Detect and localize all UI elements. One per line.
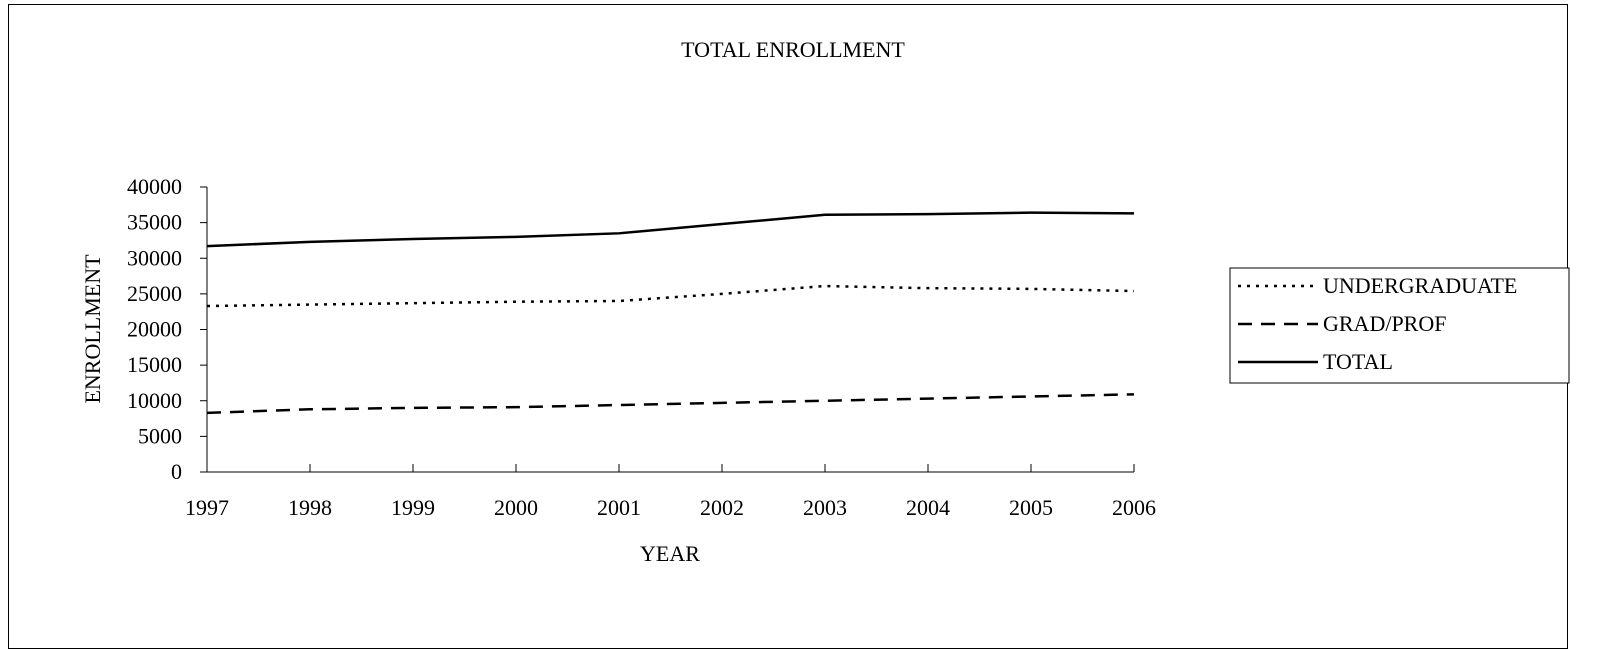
x-tick-label: 2002	[700, 495, 744, 520]
x-tick-label: 2001	[597, 495, 641, 520]
series-layer	[206, 211, 1135, 415]
x-tick-label: 1999	[391, 495, 435, 520]
x-tick-label: 1997	[185, 495, 229, 520]
legend-label: TOTAL	[1323, 349, 1393, 374]
y-tick-label: 15000	[127, 352, 182, 377]
y-tick-label: 40000	[127, 174, 182, 199]
y-tick-label: 0	[171, 459, 182, 484]
x-tick-label: 2003	[803, 495, 847, 520]
y-tick-label: 30000	[127, 245, 182, 270]
x-tick-label: 2006	[1112, 495, 1156, 520]
x-tick-label: 2000	[494, 495, 538, 520]
y-tick-label: 5000	[138, 423, 182, 448]
x-tick-label: 2005	[1009, 495, 1053, 520]
x-ticks: 1997 1998 1999 2000 2001 2002 2003 2004 2005 2006	[185, 464, 1156, 520]
series-line-undergraduate	[206, 284, 1135, 308]
x-tick-label: 2004	[906, 495, 950, 520]
x-axis-title: YEAR	[640, 541, 700, 566]
y-tick-label: 25000	[127, 281, 182, 306]
series-line-grad-prof	[206, 393, 1135, 415]
y-tick-label: 20000	[127, 317, 182, 342]
legend-box	[1229, 267, 1570, 384]
series-line-total	[206, 211, 1135, 248]
y-axis-title: ENROLLMENT	[80, 254, 105, 404]
legend-label: UNDERGRADUATE	[1323, 273, 1517, 298]
chart-title: TOTAL ENROLLMENT	[681, 37, 905, 62]
y-tick-label: 35000	[127, 210, 182, 235]
x-tick-label: 1998	[288, 495, 332, 520]
legend-label: GRAD/PROF	[1323, 311, 1446, 336]
y-ticks: 0 5000 10000 15000 20000 25000 30000 35000 40000	[127, 174, 207, 484]
legend: UNDERGRADUATE GRAD/PROF TOTAL	[1229, 267, 1570, 384]
y-tick-label: 10000	[127, 388, 182, 413]
